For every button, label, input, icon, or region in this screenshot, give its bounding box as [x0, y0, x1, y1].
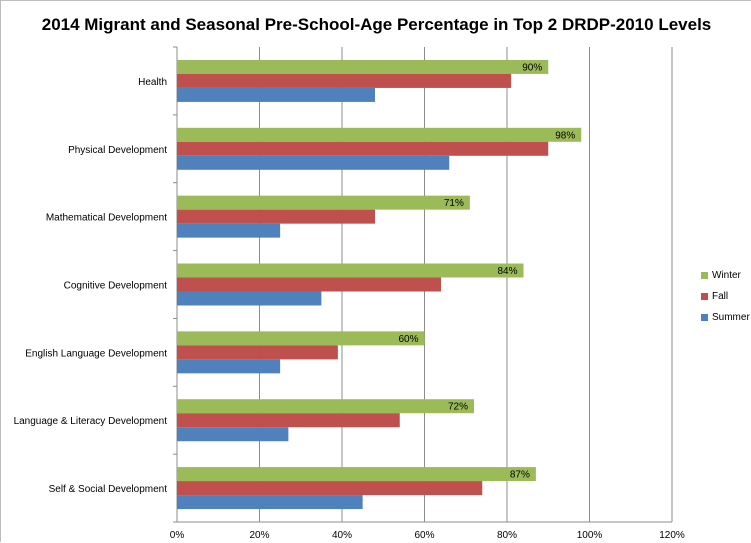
data-label: 71%: [444, 198, 464, 209]
data-label: 72%: [448, 402, 468, 413]
legend-label-winter: Winter: [712, 270, 741, 281]
x-tick-label: 60%: [414, 530, 434, 541]
bar-winter: [177, 331, 425, 346]
data-label: 84%: [497, 266, 517, 277]
bar-fall: [177, 277, 441, 292]
legend-swatch-fall: [701, 293, 708, 300]
chart-title: 2014 Migrant and Seasonal Pre-School-Age…: [41, 15, 712, 34]
category-label: Language & Literacy Development: [14, 416, 168, 427]
bar-summer: [177, 427, 289, 442]
bar-summer: [177, 155, 450, 170]
category-label: Cognitive Development: [64, 281, 168, 292]
bar-winter: [177, 127, 582, 142]
bar-summer: [177, 87, 375, 102]
bar-fall: [177, 413, 400, 428]
category-label: Health: [138, 77, 167, 88]
legend-item-winter: Winter: [701, 265, 750, 286]
legend-item-fall: Fall: [701, 286, 750, 307]
bar-winter: [177, 195, 470, 210]
bar-fall: [177, 73, 512, 88]
legend: Winter Fall Summer: [701, 265, 750, 328]
data-label: 87%: [510, 470, 530, 481]
bar-winter: [177, 399, 474, 414]
data-label: 60%: [398, 334, 418, 345]
category-label: Mathematical Development: [46, 213, 167, 224]
data-label: 90%: [522, 62, 542, 73]
data-label: 98%: [555, 130, 575, 141]
x-tick-label: 80%: [497, 530, 517, 541]
legend-swatch-winter: [701, 272, 708, 279]
category-label: Physical Development: [68, 145, 167, 156]
bar-summer: [177, 495, 363, 510]
bar-winter: [177, 263, 524, 278]
category-label: English Language Development: [25, 348, 167, 359]
bar-fall: [177, 141, 549, 156]
x-tick-label: 0%: [170, 530, 185, 541]
legend-label-summer: Summer: [712, 312, 750, 323]
bar-winter: [177, 467, 536, 482]
x-tick-label: 20%: [249, 530, 269, 541]
bar-summer: [177, 291, 322, 306]
legend-label-fall: Fall: [712, 291, 729, 302]
bar-fall: [177, 209, 375, 224]
legend-item-summer: Summer: [701, 307, 750, 328]
bar-winter: [177, 59, 549, 74]
bar-fall: [177, 481, 483, 496]
legend-swatch-summer: [701, 314, 708, 321]
x-tick-label: 100%: [577, 530, 603, 541]
bar-summer: [177, 359, 281, 374]
bar-summer: [177, 223, 281, 238]
bar-fall: [177, 345, 338, 360]
x-tick-label: 40%: [332, 530, 352, 541]
category-label: Self & Social Development: [49, 484, 168, 495]
x-tick-label: 120%: [659, 530, 685, 541]
